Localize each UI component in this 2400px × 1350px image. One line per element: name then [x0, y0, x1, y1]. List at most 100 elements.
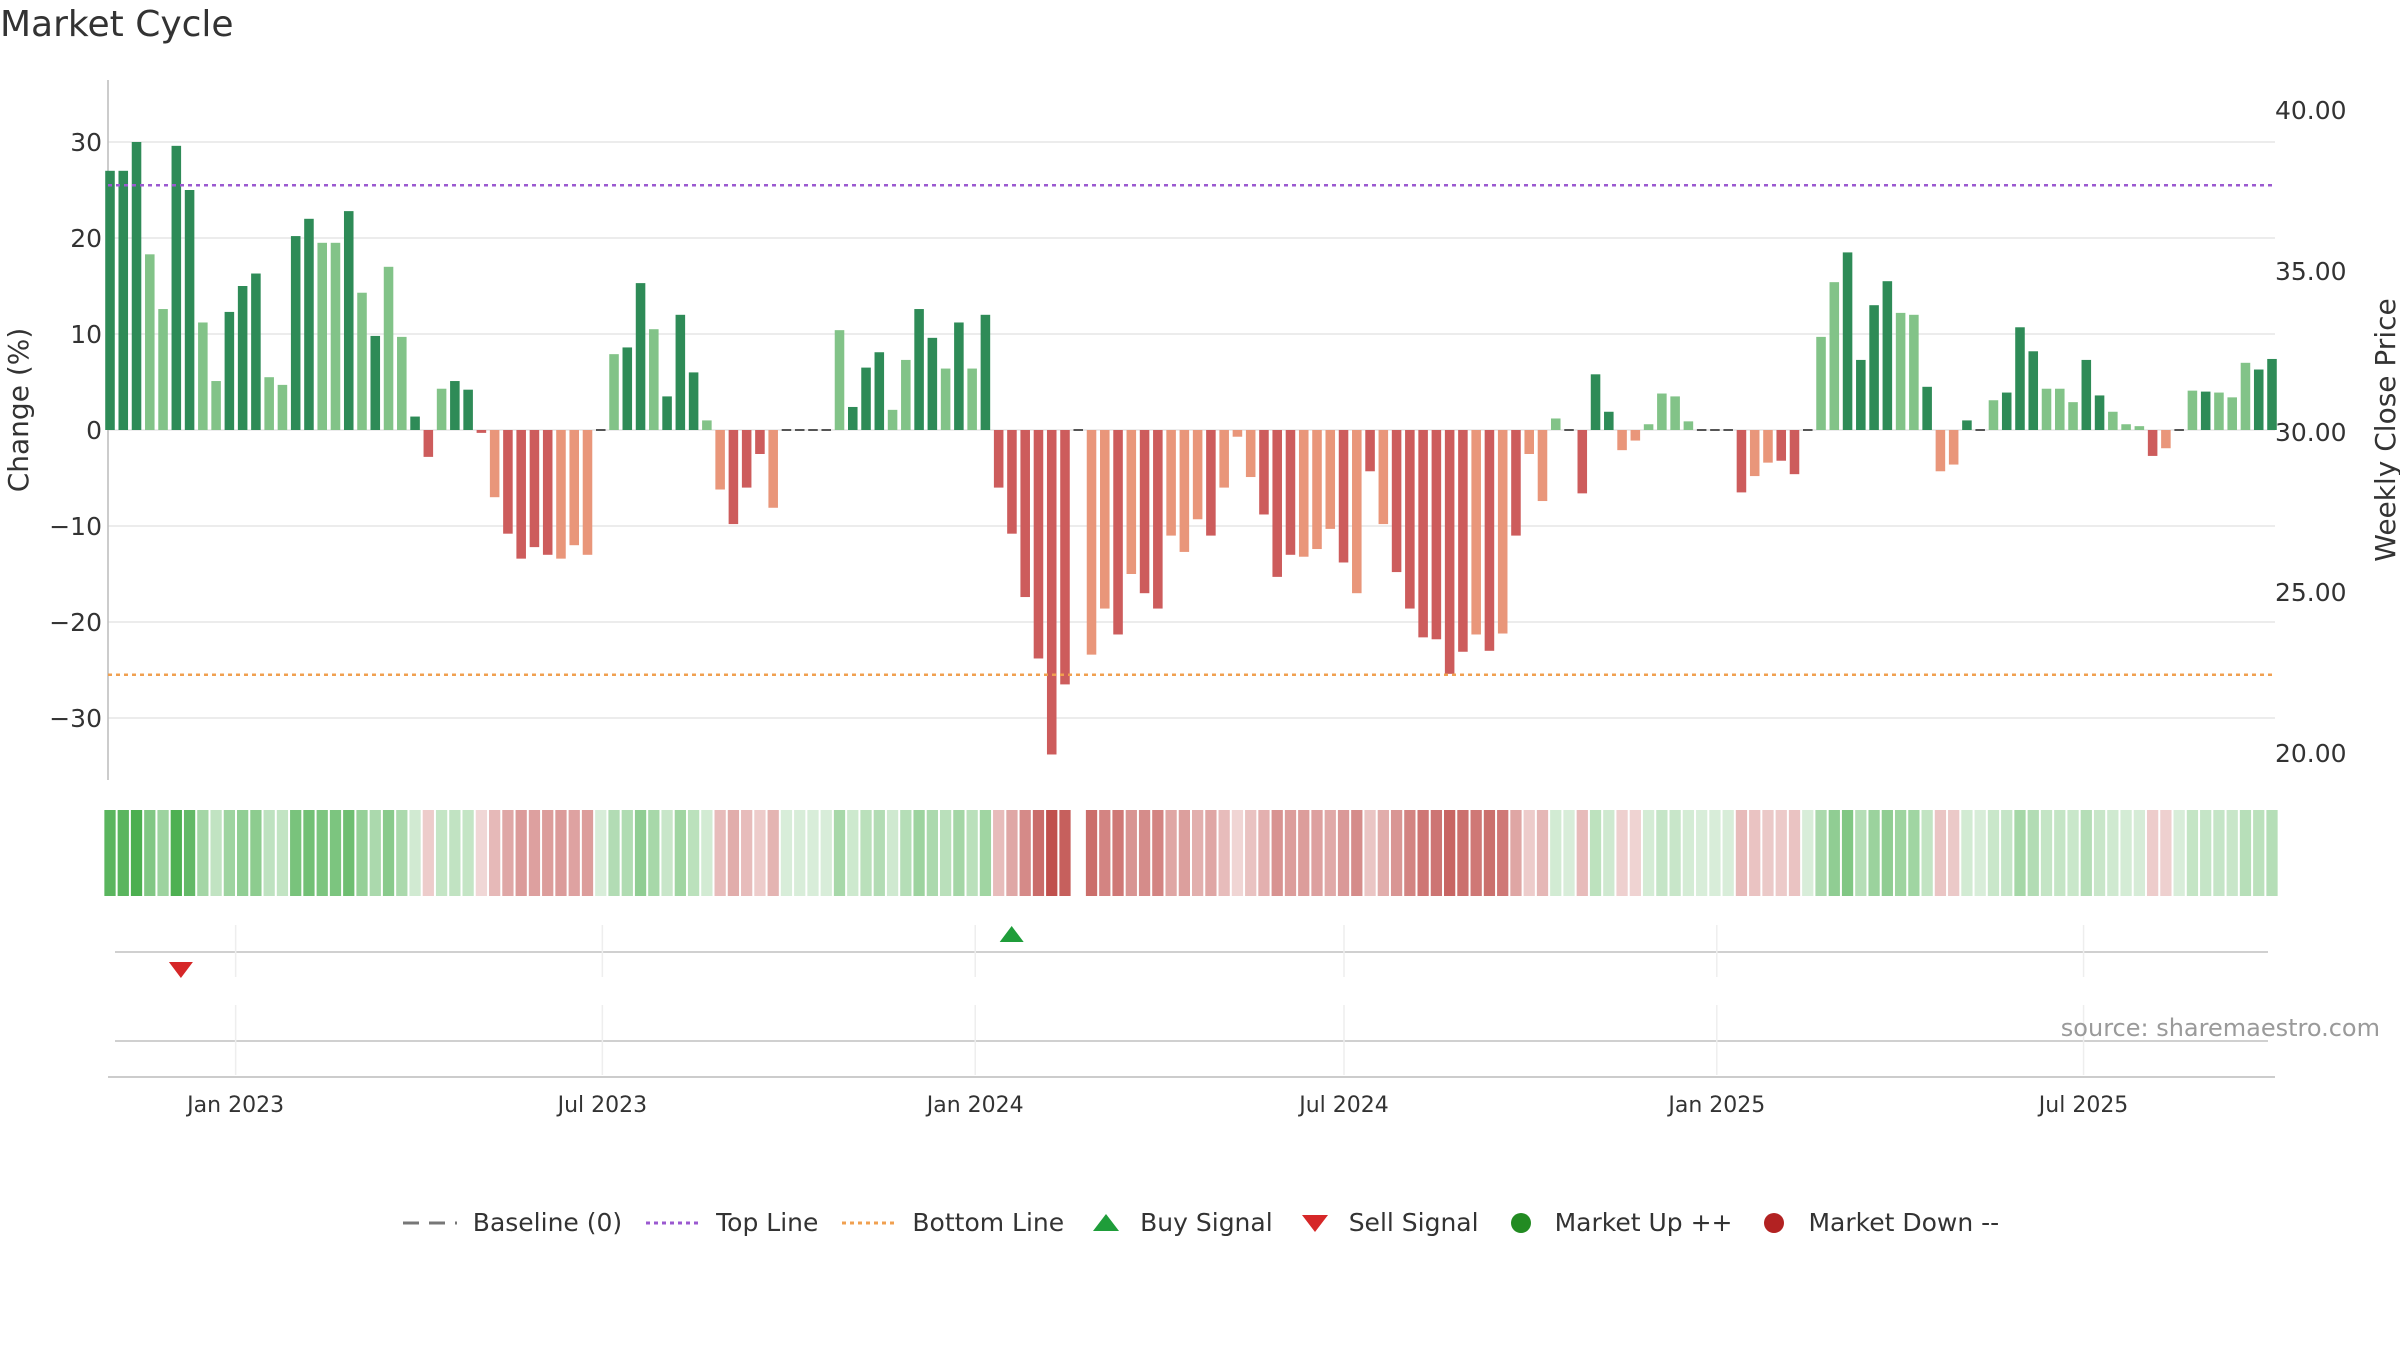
bar	[370, 335, 381, 430]
bar	[131, 142, 142, 430]
bar	[1113, 430, 1123, 635]
bar	[755, 430, 765, 454]
bar	[1100, 430, 1110, 609]
bar	[463, 389, 473, 430]
x-axis: Jan 2023 Jul 2023 Jan 2024 Jul 2024 Jan 2025…	[108, 1076, 2275, 1118]
heat-cell	[2133, 810, 2145, 896]
heat-cell	[1775, 810, 1787, 896]
heat-cell	[714, 810, 726, 896]
bar	[993, 430, 1004, 488]
heat-cell	[515, 810, 527, 896]
y-tick-label: 0	[86, 416, 102, 445]
bar	[1259, 430, 1269, 515]
heat-cell	[1377, 810, 1389, 896]
heat-cell	[913, 810, 925, 896]
market-panel	[115, 1005, 2268, 1075]
bar	[569, 430, 580, 546]
x-tick-label: Jan 2024	[925, 1093, 1024, 1118]
heat-cell	[2266, 810, 2278, 896]
bar	[1856, 359, 1866, 430]
heat-cell	[1006, 810, 1018, 896]
heat-cell	[263, 810, 275, 896]
heat-cell	[475, 810, 488, 896]
bar	[847, 406, 858, 430]
heat-cell	[1298, 810, 1310, 896]
bar	[1537, 430, 1548, 502]
heat-cell	[542, 810, 554, 896]
legend-item-baseline: Baseline (0)	[401, 1208, 622, 1237]
bar	[1418, 430, 1428, 638]
bar	[1749, 430, 1760, 477]
bar	[1325, 430, 1336, 529]
heat-cell	[250, 810, 262, 896]
bar	[2121, 424, 2131, 430]
bar	[1020, 430, 1030, 598]
heat-cell	[1483, 810, 1496, 896]
bar	[914, 309, 924, 430]
bar	[237, 286, 248, 430]
heat-cell	[1497, 810, 1509, 896]
legend-label: Buy Signal	[1140, 1208, 1273, 1237]
heat-cell	[1788, 810, 1801, 896]
heat-cell	[104, 810, 116, 896]
heat-cell	[2200, 810, 2212, 896]
bar	[1338, 430, 1349, 563]
heat-cell	[1245, 810, 1257, 896]
heat-cell	[329, 810, 342, 896]
heat-cell	[1735, 810, 1748, 896]
heat-cell	[1218, 810, 1230, 896]
heat-cell	[210, 810, 222, 896]
heat-cell	[833, 810, 846, 896]
legend-item-market-down: Market Down --	[1754, 1208, 1999, 1237]
bar	[1630, 430, 1641, 441]
bar	[675, 314, 686, 430]
bar	[145, 254, 155, 430]
heat-cell	[1921, 810, 1933, 896]
heat-cell	[1669, 810, 1681, 896]
bar	[1604, 411, 1614, 430]
heat-cell	[2173, 810, 2185, 896]
legend-label: Bottom Line	[912, 1208, 1065, 1237]
bar	[118, 170, 129, 431]
heat-cell	[847, 810, 859, 896]
bar	[2240, 362, 2251, 430]
bar	[2147, 430, 2158, 456]
heat-cell	[1828, 810, 1840, 896]
bar	[2187, 390, 2198, 430]
heat-cell	[1815, 810, 1827, 896]
heat-cell	[343, 810, 355, 896]
bar	[423, 430, 434, 457]
bar	[1192, 430, 1203, 520]
heat-cell	[1192, 810, 1204, 896]
heat-cell	[1881, 810, 1893, 896]
heat-cell	[117, 810, 129, 896]
heat-cell	[157, 810, 169, 896]
legend-label: Market Down --	[1808, 1208, 2000, 1237]
bar	[1179, 430, 1190, 552]
bar	[2015, 327, 2025, 430]
heat-cell	[2239, 810, 2252, 896]
bar	[1471, 430, 1481, 635]
bar	[2028, 351, 2039, 430]
legend-item-top-line: Top Line	[644, 1208, 818, 1237]
bar	[1962, 420, 1972, 430]
bar	[1033, 430, 1044, 659]
bar	[1776, 430, 1787, 461]
bar	[2108, 411, 2118, 430]
bar	[1365, 430, 1375, 472]
heat-cell	[1457, 810, 1469, 896]
bar	[927, 337, 938, 430]
bar	[383, 266, 394, 430]
heat-cell	[290, 810, 302, 896]
chart-title: Market Cycle	[0, 4, 234, 45]
legend-item-market-up: Market Up ++	[1501, 1208, 1732, 1237]
y-right-tick-label: 40.00	[2275, 96, 2347, 125]
legend: Baseline (0) Top Line Bottom Line Buy Si…	[0, 1208, 2400, 1237]
heat-cell	[1523, 810, 1535, 896]
bar	[2068, 402, 2078, 430]
heat-cell	[489, 810, 501, 896]
bar	[2055, 388, 2065, 430]
heat-cell	[1709, 810, 1721, 896]
heat-cell	[1974, 810, 1986, 896]
heat-cell	[555, 810, 567, 896]
